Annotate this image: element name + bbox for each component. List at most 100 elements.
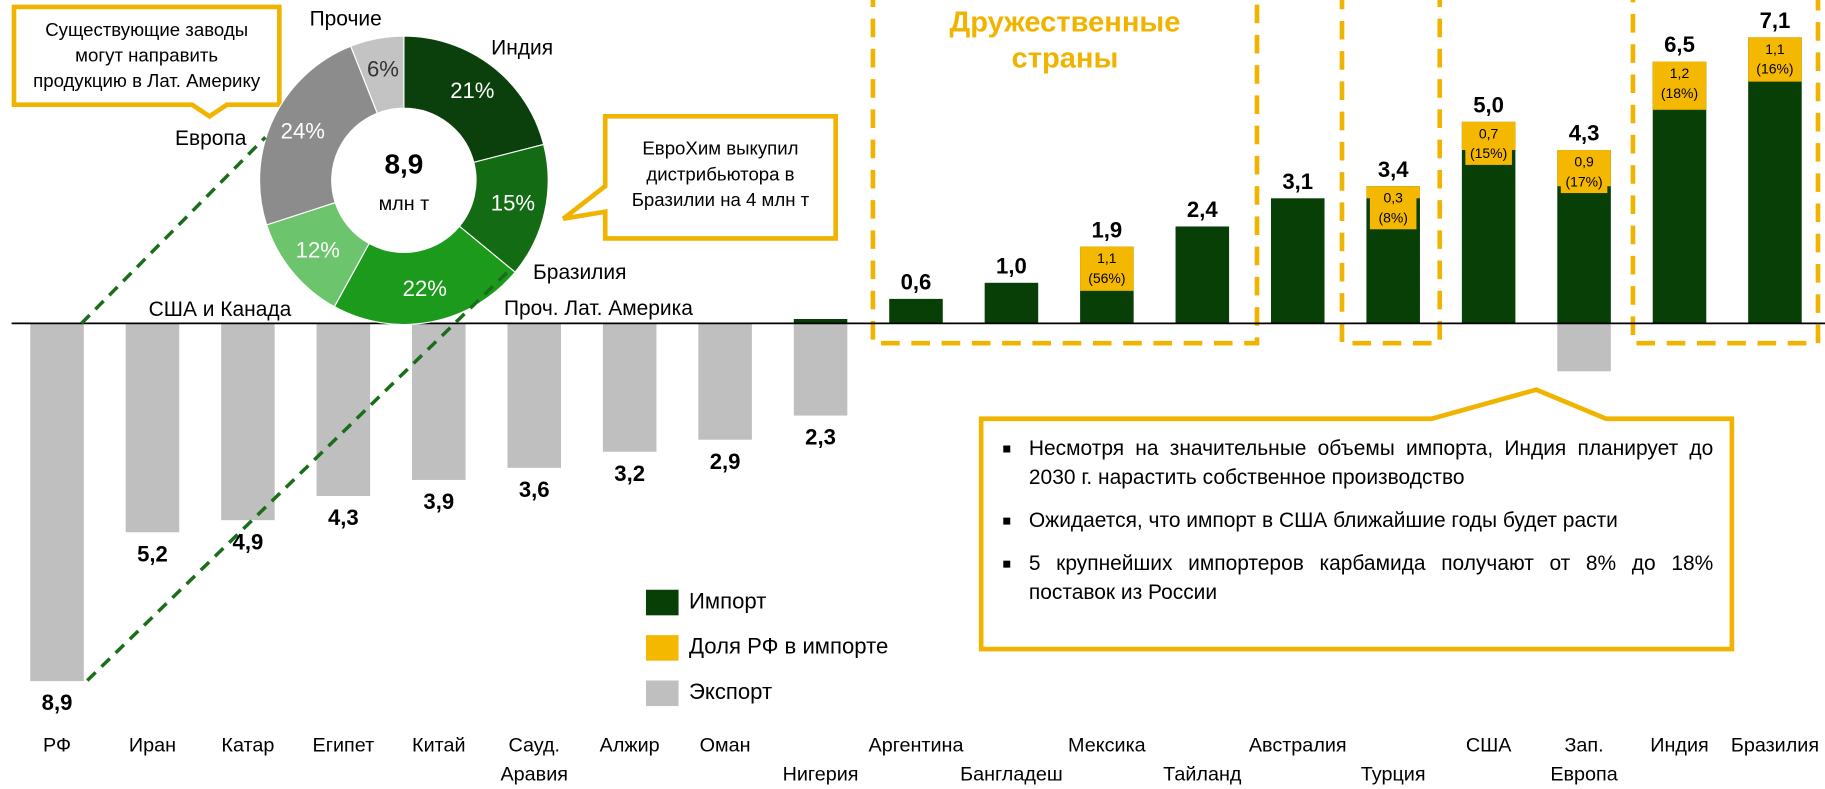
export-label: 4,9 [233, 529, 264, 554]
export-bar [793, 323, 848, 416]
share-label: 1,1 [1097, 250, 1117, 266]
callout: ЕвроХим выкупил дистрибьютора в Бразилии… [605, 137, 835, 214]
share-label: 1,1 [1765, 41, 1785, 57]
import-bar [1748, 37, 1802, 324]
x-tick-label: Бразилия [1730, 733, 1820, 757]
share-percent: (17%) [1565, 173, 1602, 189]
export-bar [125, 323, 180, 533]
share-percent: (16%) [1756, 61, 1793, 77]
donut-name: Бразилия [533, 261, 626, 284]
donut-name: США и Канада [149, 298, 292, 321]
share-percent: (56%) [1088, 270, 1125, 286]
x-tick-label: Аргентина [868, 733, 964, 757]
friendly-box [1339, 0, 1443, 346]
x-tick-label: Турция [1360, 763, 1426, 786]
export-bar [507, 323, 561, 468]
x-tick-label: Австралия [1248, 733, 1347, 757]
donut-percent: 21% [450, 78, 494, 103]
x-tick-label: Алжир [599, 733, 660, 757]
share-label-bg [1560, 151, 1608, 194]
export-bar [698, 323, 752, 440]
donut-percent: 15% [491, 191, 535, 216]
x-tick-label: Китай [412, 733, 466, 757]
legend-label: Экспорт [689, 680, 773, 705]
legend-swatch [645, 680, 679, 707]
share-percent: (15%) [1470, 145, 1507, 161]
legend-swatch [645, 635, 679, 661]
import-bar [793, 319, 848, 324]
bullet: Ожидается, что импорт в США ближайшие го… [1003, 506, 1713, 535]
legend-swatch [645, 589, 679, 616]
import-label: 3,1 [1282, 169, 1313, 194]
export-bar [412, 323, 466, 480]
export-label: 2,3 [805, 425, 836, 450]
donut-name: Прочие [310, 7, 382, 30]
share-label: 0,9 [1574, 154, 1594, 170]
donut-segment [349, 35, 405, 114]
friendly-box [1630, 0, 1821, 346]
share-label-bg [1751, 38, 1799, 81]
donut-unit: млн т [379, 193, 430, 215]
import-label: 3,4 [1378, 157, 1409, 182]
export-bar [30, 323, 84, 682]
export-bar [316, 323, 371, 497]
donut-segment [259, 45, 379, 226]
x-tick-label: Мексика [1068, 733, 1146, 757]
x-tick-label: Сауд. Аравия [500, 733, 568, 786]
import-bar [889, 298, 943, 324]
donut-percent: 22% [403, 276, 447, 301]
donut-percent: 24% [281, 119, 325, 144]
friendly-line: страны [1011, 41, 1119, 75]
callout: Существующие заводы могут направить прод… [14, 19, 279, 96]
import-label: 5,0 [1473, 93, 1504, 118]
x-tick-label: Оман [699, 733, 751, 757]
import-bar [984, 282, 1039, 324]
share-percent: (18%) [1661, 85, 1698, 101]
legend-label: Импорт [689, 589, 767, 615]
export-bar [1557, 323, 1611, 372]
friendly-box [870, 0, 1260, 346]
bullet: 5 крупнейших импортеров карбамида получа… [1003, 549, 1713, 607]
share-label-bg [1465, 123, 1512, 165]
donut-segment [333, 225, 516, 326]
donut-total: 8,9 [384, 149, 423, 180]
export-label: 8,9 [42, 690, 73, 715]
export-bar [221, 323, 275, 521]
x-tick-label: РФ [43, 733, 72, 757]
donut-percent: 6% [367, 56, 399, 81]
share-label-bg [1656, 62, 1703, 105]
share-percent: (8%) [1378, 209, 1407, 225]
import-bar [1270, 198, 1325, 324]
connector [80, 136, 267, 325]
x-tick-label: Зап. Европа [1550, 733, 1618, 786]
donut-name: Индия [491, 36, 553, 59]
donut-segment [403, 35, 545, 164]
donut-name: Проч. Лат. Америка [504, 297, 693, 320]
import-label: 1,9 [1092, 217, 1123, 242]
callout-line: Бразилии на 4 млн т [631, 190, 810, 211]
import-label: 1,0 [996, 254, 1027, 279]
callout-line: Существующие заводы [45, 20, 249, 41]
x-tick-label: Бангладеш [960, 763, 1063, 786]
bullet: Несмотря на значительные объемы импорта,… [1003, 434, 1713, 492]
x-tick-label: Нигерия [782, 763, 859, 786]
import-label: 7,1 [1760, 8, 1791, 33]
share-label: 0,3 [1383, 190, 1403, 206]
callout-line: продукцию в Лат. Америку [33, 72, 261, 92]
share-label: 0,7 [1479, 125, 1499, 141]
callout-line: дистрибьютора в [646, 165, 795, 185]
export-label: 3,2 [614, 461, 645, 486]
x-tick-label: Иран [128, 733, 177, 757]
callout-box [561, 113, 839, 241]
share-label-bg [1369, 187, 1417, 230]
donut-name: Европа [175, 127, 247, 150]
import-label: 6,5 [1664, 32, 1695, 57]
import-label: 4,3 [1569, 121, 1600, 146]
export-label: 3,6 [519, 477, 550, 502]
share-label-bg [1083, 247, 1131, 290]
share-label: 1,2 [1670, 65, 1690, 81]
x-tick-label: США [1465, 733, 1512, 757]
export-label: 3,9 [423, 489, 454, 514]
import-bar [1175, 226, 1230, 324]
